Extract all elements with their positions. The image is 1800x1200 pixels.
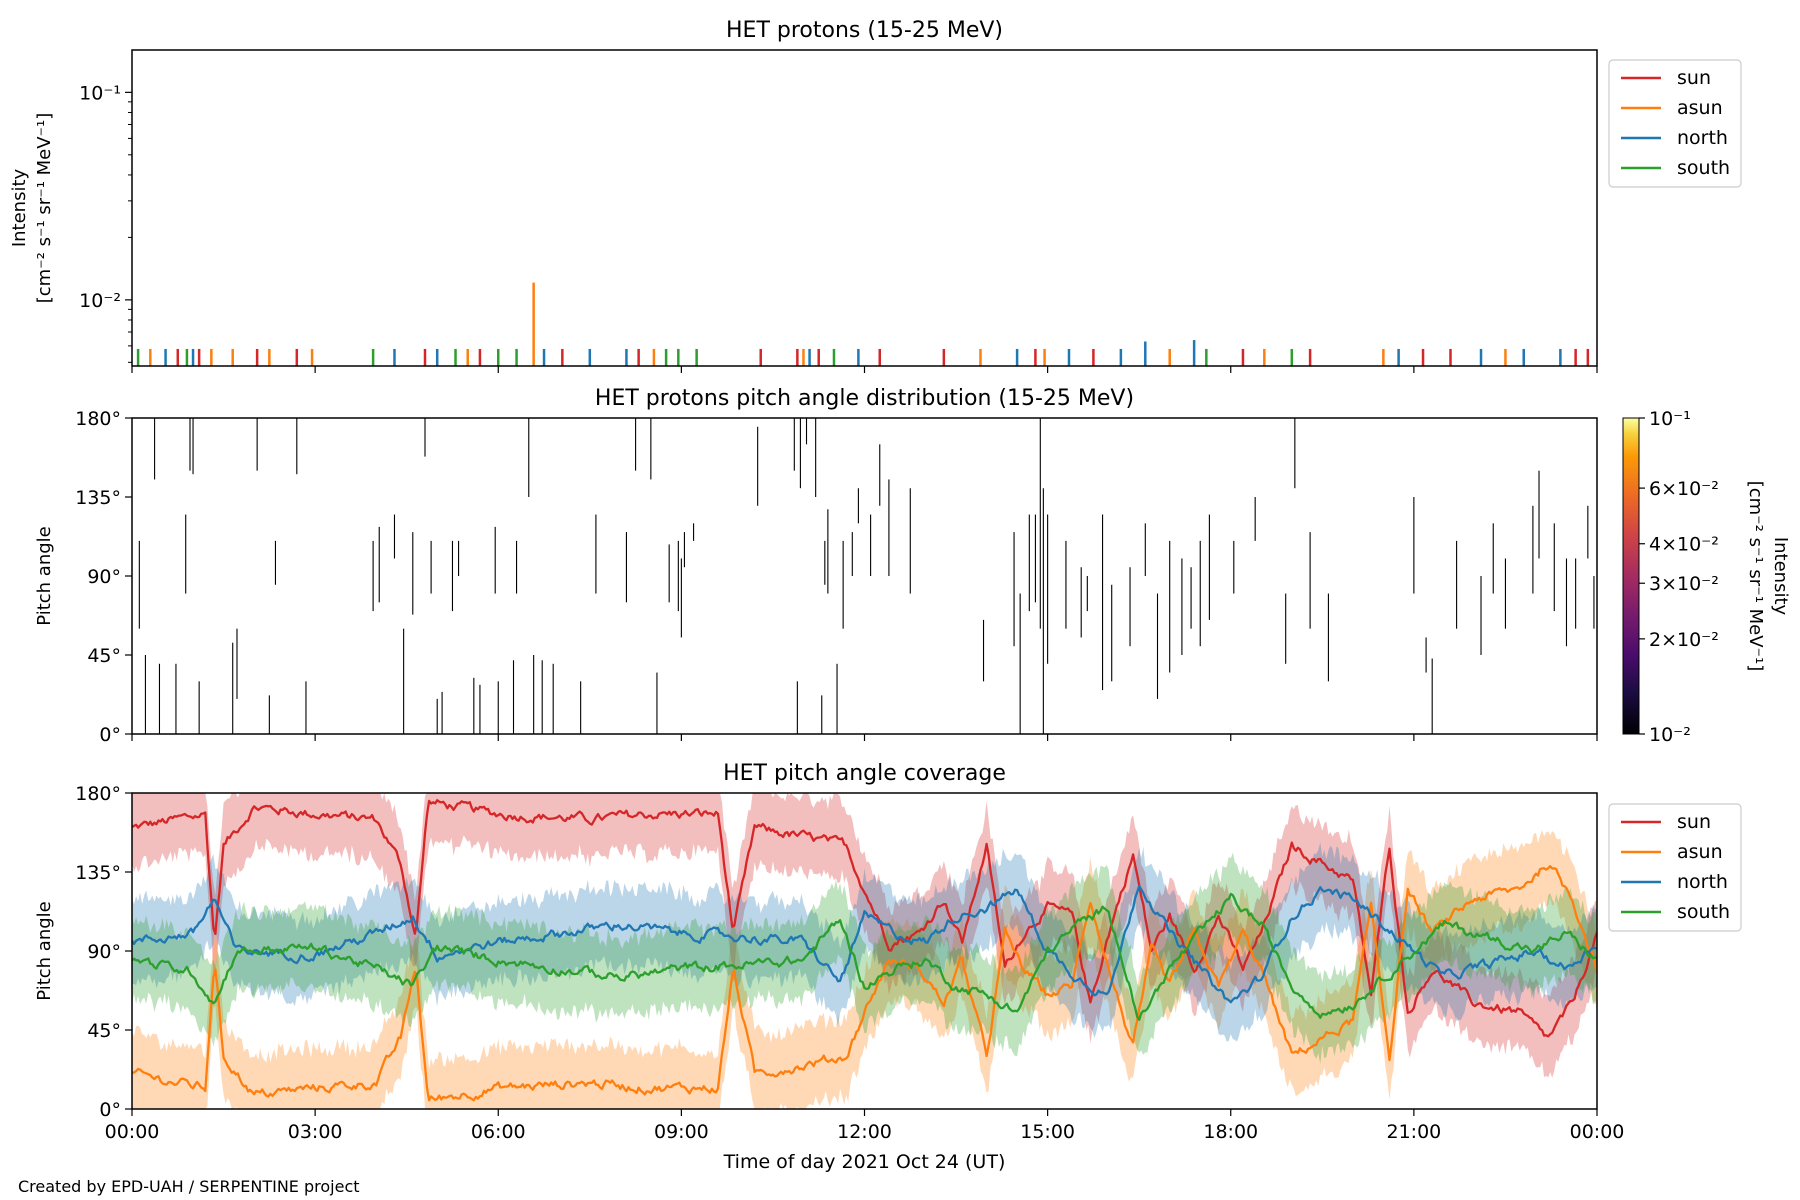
coverage-band-south [132, 852, 1597, 1065]
coverage-band-asun [132, 830, 1597, 1109]
panel1-ytick-label: 10⁻¹ [79, 82, 121, 104]
panel1-bars [136, 282, 1590, 366]
panel1-yaxis: 10⁻¹ 10⁻² [79, 82, 132, 363]
ytick-label: 45° [87, 645, 121, 667]
colorbar [1622, 417, 1640, 735]
legend-label-sun: sun [1677, 811, 1711, 833]
panel1-ylabel-line1: Intensity [9, 168, 30, 247]
ytick-label: 180° [75, 408, 121, 430]
ytick-label: 180° [75, 783, 121, 805]
ytick-label: 135° [75, 862, 121, 884]
legend-label-sun: sun [1677, 67, 1711, 89]
xtick-label: 12:00 [837, 1121, 892, 1143]
legend-label-north: north [1677, 871, 1728, 893]
colorbar-tick-label: 3×10⁻² [1649, 573, 1719, 595]
panel1-xticks [131, 366, 1598, 373]
panel3-ylabel: Pitch angle [34, 901, 55, 1000]
legend-label-south: south [1677, 901, 1730, 923]
colorbar-tick-label: 6×10⁻² [1649, 478, 1719, 500]
xtick-label: 09:00 [654, 1121, 709, 1143]
ytick-label: 45° [87, 1020, 121, 1042]
panel3-xaxis: 00:00 03:00 06:00 09:00 12:00 15:00 18:00 21:00… [105, 1109, 1625, 1143]
colorbar-units: [cm⁻² s⁻¹ sr⁻¹ MeV⁻¹] [1745, 481, 1766, 672]
legend-label-asun: asun [1677, 841, 1723, 863]
colorbar-label: Intensity [1770, 537, 1791, 616]
colorbar-tick-label: 4×10⁻² [1649, 534, 1719, 556]
legend-label-north: north [1677, 127, 1728, 149]
colorbar-tick-label: 10⁻¹ [1649, 408, 1691, 430]
panel1-frame [131, 49, 1598, 367]
credit-text: Created by EPD-UAH / SERPENTINE project [18, 1177, 360, 1196]
ytick-label: 0° [99, 724, 121, 746]
panel1-legend: sun asun north south [1608, 59, 1742, 188]
ytick-label: 90° [87, 941, 121, 963]
ytick-label: 135° [75, 487, 121, 509]
coverage-line-sun [132, 799, 1597, 1038]
panel2-xticks [131, 734, 1598, 741]
coverage-band-sun [132, 793, 1597, 1078]
panel1-ylabel-line2: [cm⁻² s⁻¹ sr⁻¹ MeV⁻¹] [34, 113, 55, 304]
panel3-legend: sun asun north south [1608, 803, 1742, 932]
colorbar-tick-label: 2×10⁻² [1649, 629, 1719, 651]
legend-label-south: south [1677, 157, 1730, 179]
ytick-label: 0° [99, 1099, 121, 1121]
panel1-ytick-label: 10⁻² [79, 290, 121, 312]
legend-box [1608, 803, 1742, 932]
xtick-label: 00:00 [105, 1121, 160, 1143]
xtick-label: 15:00 [1020, 1121, 1075, 1143]
panel3-yaxis: 0° 45° 90° 135° 180° [75, 783, 132, 1121]
coverage-line-asun [132, 865, 1597, 1102]
panel1-title: HET protons (15-25 MeV) [726, 18, 1003, 43]
xtick-label: 03:00 [288, 1121, 343, 1143]
legend-box [1608, 59, 1742, 188]
xtick-label: 18:00 [1203, 1121, 1258, 1143]
legend-label-asun: asun [1677, 97, 1723, 119]
panel2-yaxis: 0° 45° 90° 135° 180° [75, 408, 132, 746]
panel2-title: HET protons pitch angle distribution (15… [595, 386, 1134, 411]
colorbar-ticks: 10⁻¹ 6×10⁻² 4×10⁻² 3×10⁻² 2×10⁻² 10⁻² [1639, 408, 1719, 746]
panel3-coverage [132, 793, 1597, 1109]
coverage-band-north [132, 842, 1597, 1042]
xtick-label: 21:00 [1386, 1121, 1441, 1143]
xtick-label: 00:00 [1570, 1121, 1625, 1143]
panel2-heatmap [138, 418, 1595, 734]
x-axis-label: Time of day 2021 Oct 24 (UT) [723, 1151, 1006, 1173]
panel2-frame [131, 417, 1598, 735]
panel2-ylabel: Pitch angle [34, 526, 55, 625]
coverage-line-north [132, 884, 1597, 1004]
coverage-line-south [132, 892, 1597, 1021]
ytick-label: 90° [87, 566, 121, 588]
panel3-title: HET pitch angle coverage [723, 761, 1006, 786]
colorbar-tick-label: 10⁻² [1649, 724, 1691, 746]
xtick-label: 06:00 [471, 1121, 526, 1143]
